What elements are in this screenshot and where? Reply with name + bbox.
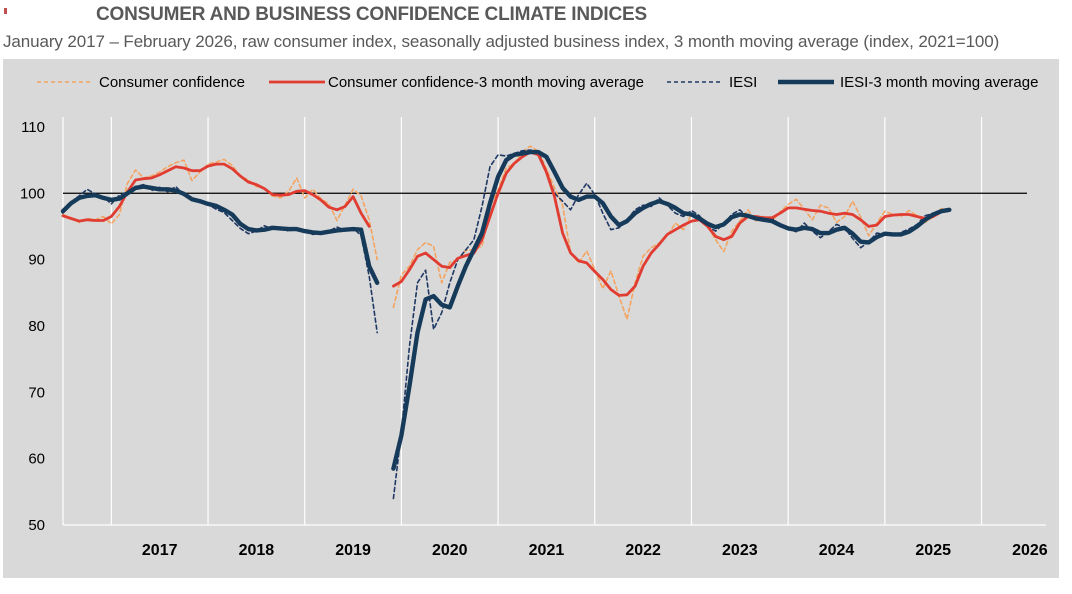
y-tick-label: 60 xyxy=(28,451,45,468)
x-tick-label: 2025 xyxy=(915,542,951,559)
x-tick-label: 2026 xyxy=(1012,542,1048,559)
y-tick-label: 100 xyxy=(20,185,45,202)
legend-label: Consumer confidence xyxy=(99,74,245,91)
x-tick-label: 2019 xyxy=(335,542,371,559)
iesi-ma-line xyxy=(391,149,952,471)
x-tick-label: 2020 xyxy=(432,542,468,559)
iesi-ma-line xyxy=(60,184,380,285)
x-tick-label: 2022 xyxy=(625,542,661,559)
consumer-confidence-line xyxy=(392,145,951,321)
x-tick-label: 2018 xyxy=(239,542,275,559)
y-tick-label: 70 xyxy=(28,384,45,401)
y-tick-label: 110 xyxy=(21,119,45,136)
chart-subtitle: January 2017 – February 2026, raw consum… xyxy=(3,32,1000,51)
y-tick-label: 90 xyxy=(28,252,45,269)
chart-plot: 50 60 70 80 90 100 110 2017 2018 2019 2020 2021 2022… xyxy=(20,74,1048,559)
x-tick-label: 2024 xyxy=(819,542,855,559)
title-marker xyxy=(4,8,7,14)
consumer-confidence-ma-line xyxy=(61,162,371,228)
legend-label: IESI-3 month moving average xyxy=(840,74,1038,91)
x-tick-label: 2023 xyxy=(722,542,758,559)
consumer-confidence-ma-line xyxy=(392,150,951,297)
y-tick-label: 50 xyxy=(28,517,45,534)
y-tick-label: 80 xyxy=(28,318,45,335)
iesi-line xyxy=(392,149,951,500)
chart-panel: 50 60 70 80 90 100 110 2017 2018 2019 2020 2021 2022… xyxy=(3,59,1059,578)
legend-label: Consumer confidence-3 month moving avera… xyxy=(328,74,644,91)
legend-label: IESI xyxy=(729,74,757,91)
consumer-confidence-line xyxy=(62,158,378,261)
x-tick-label: 2017 xyxy=(142,542,178,559)
x-tick-label: 2021 xyxy=(529,542,565,559)
chart-title: CONSUMER AND BUSINESS CONFIDENCE CLIMATE… xyxy=(96,4,647,25)
